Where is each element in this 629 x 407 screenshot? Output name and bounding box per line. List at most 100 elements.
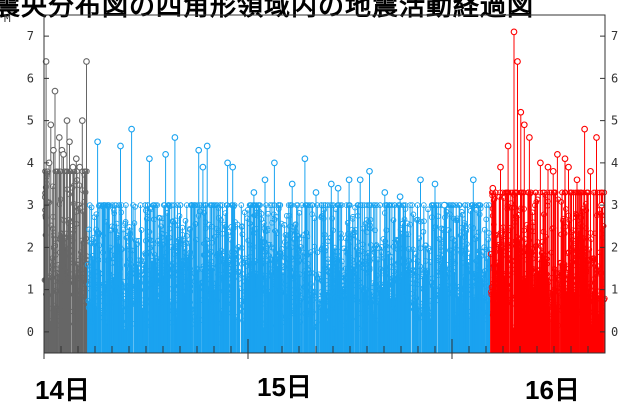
event-marker: [100, 307, 106, 314]
event-marker: [187, 225, 193, 232]
event-marker: [176, 241, 183, 248]
event-marker-major: [60, 151, 67, 158]
event-marker: [504, 206, 511, 212]
event-marker: [251, 212, 258, 218]
event-marker: [333, 255, 340, 262]
event-marker: [459, 211, 466, 218]
event-marker-major: [94, 138, 101, 146]
event-marker: [250, 202, 256, 208]
event-marker: [329, 289, 336, 296]
y-tick-label-right: 7: [611, 29, 618, 43]
event-marker: [131, 293, 138, 300]
event-marker: [185, 254, 191, 261]
event-marker: [123, 202, 129, 208]
event-marker: [187, 249, 194, 256]
event-marker: [509, 257, 516, 264]
y-tick-label-left: 0: [27, 325, 34, 339]
event-marker-major: [526, 134, 533, 141]
y-tick-label-left: 7: [27, 29, 34, 43]
event-marker: [494, 259, 501, 266]
event-marker: [123, 234, 130, 241]
event-marker: [244, 215, 250, 222]
event-marker: [207, 250, 213, 257]
event-marker: [321, 206, 327, 213]
event-marker: [192, 202, 199, 208]
event-marker: [215, 205, 222, 211]
event-marker: [559, 189, 565, 196]
event-marker: [188, 202, 195, 208]
event-marker: [157, 215, 163, 221]
event-marker: [138, 227, 145, 233]
event-marker: [290, 275, 297, 282]
series-2: [487, 28, 608, 353]
event-marker: [175, 275, 181, 282]
event-marker: [195, 266, 201, 273]
event-marker-major: [51, 87, 59, 95]
event-marker: [184, 274, 190, 281]
event-marker: [350, 263, 357, 270]
event-marker: [172, 217, 179, 224]
event-marker: [241, 259, 248, 266]
event-marker: [341, 245, 347, 252]
event-marker: [505, 189, 512, 196]
event-marker: [285, 202, 292, 208]
event-marker-major: [431, 180, 439, 188]
event-marker: [44, 168, 51, 175]
event-marker: [284, 241, 291, 248]
event-marker: [148, 301, 155, 307]
event-marker: [506, 285, 512, 292]
y-tick-label-right: 0: [611, 325, 618, 339]
event-marker: [154, 202, 161, 208]
event-marker: [318, 202, 325, 208]
event-marker-major: [69, 163, 77, 171]
event-marker: [194, 315, 200, 322]
y-tick-label-right: 4: [611, 156, 618, 170]
event-marker: [476, 247, 483, 254]
event-marker: [82, 168, 89, 175]
event-marker: [465, 259, 472, 265]
event-marker: [127, 290, 134, 297]
event-marker: [104, 257, 110, 264]
event-marker: [458, 209, 465, 215]
event-marker: [592, 285, 599, 292]
event-marker-major: [497, 163, 504, 171]
event-marker: [183, 261, 190, 268]
event-marker: [422, 242, 429, 249]
event-marker-major: [510, 28, 518, 36]
event-marker: [353, 267, 360, 274]
event-marker: [282, 232, 289, 238]
event-marker: [590, 189, 597, 196]
event-marker: [88, 204, 95, 211]
event-marker: [575, 189, 582, 196]
event-marker-major: [288, 180, 296, 188]
event-marker: [116, 202, 122, 209]
event-marker: [555, 196, 562, 203]
event-marker-major: [334, 184, 342, 192]
event-marker: [209, 301, 215, 308]
event-marker: [281, 264, 287, 270]
event-marker: [365, 250, 371, 256]
event-marker: [453, 202, 460, 208]
event-marker: [159, 230, 165, 237]
event-marker-major: [396, 193, 404, 201]
event-marker: [354, 298, 361, 304]
event-marker: [150, 202, 156, 208]
event-marker: [500, 195, 507, 201]
event-marker: [372, 281, 379, 287]
event-marker-major: [271, 159, 278, 167]
event-marker: [530, 284, 537, 291]
event-marker: [122, 220, 129, 227]
event-marker: [349, 277, 356, 284]
event-marker-major: [128, 125, 135, 133]
event-marker: [208, 202, 215, 208]
event-marker: [488, 288, 494, 295]
event-marker: [560, 280, 567, 287]
event-marker-major: [587, 167, 594, 175]
event-marker: [338, 274, 345, 280]
event-marker: [579, 205, 586, 212]
event-marker: [336, 300, 343, 307]
event-marker: [477, 202, 483, 208]
event-marker-major: [581, 125, 588, 133]
event-marker: [221, 221, 228, 228]
event-marker: [96, 202, 103, 208]
